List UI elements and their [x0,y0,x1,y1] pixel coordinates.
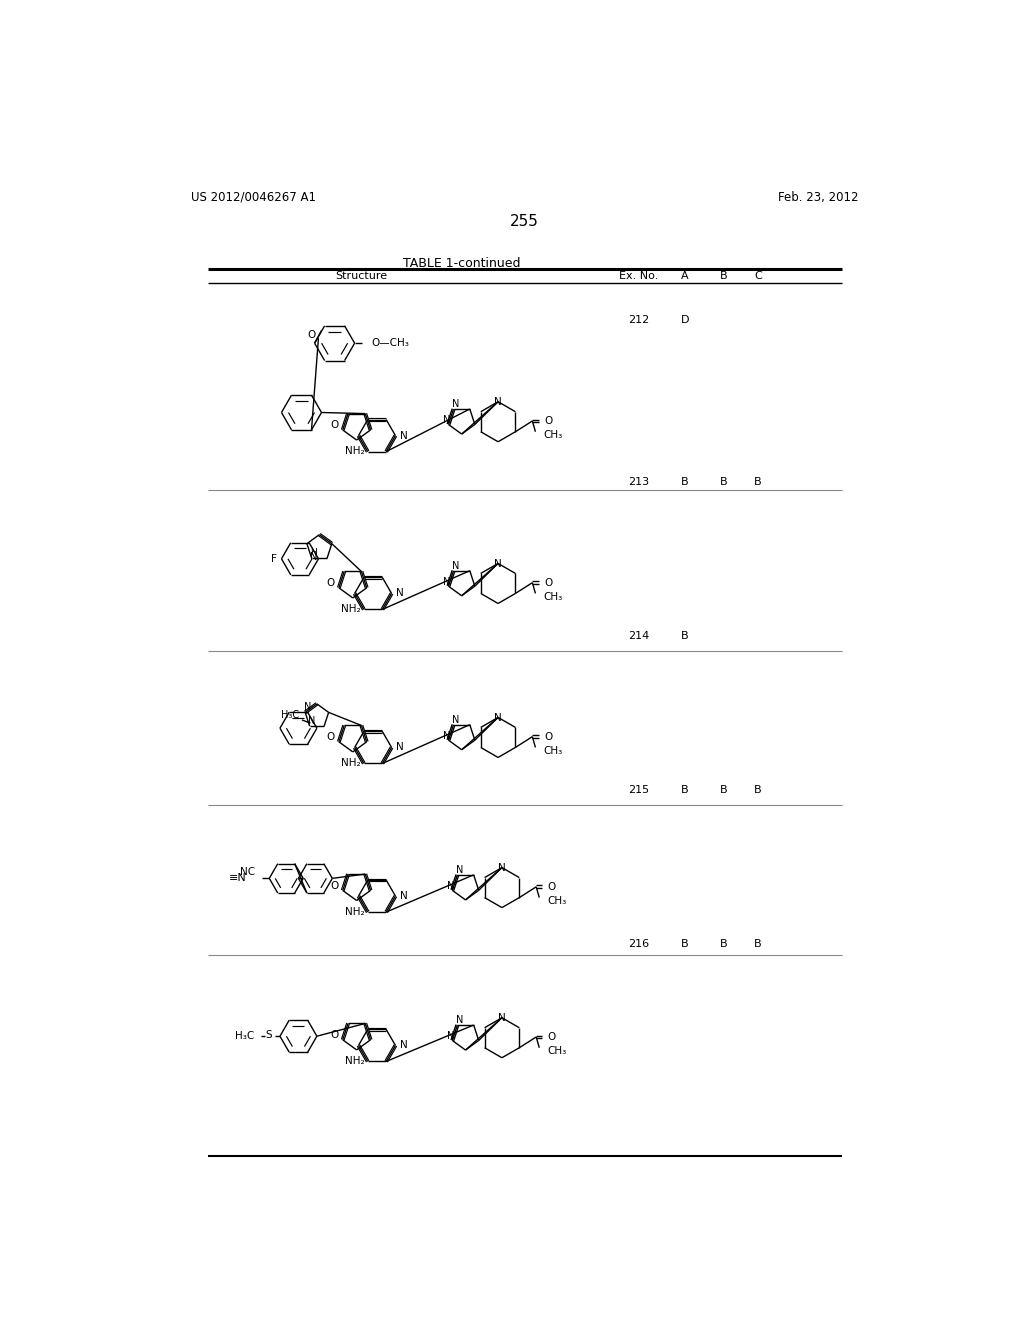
Text: N: N [400,1040,408,1051]
Text: CH₃: CH₃ [543,430,562,440]
Text: 255: 255 [510,214,540,228]
Text: N: N [443,730,451,741]
Text: NH₂: NH₂ [341,758,360,768]
Text: N: N [400,891,408,902]
Text: Ex. No.: Ex. No. [620,271,658,281]
Text: H₃C: H₃C [234,1031,254,1041]
Text: B: B [720,477,727,487]
Text: B: B [681,939,689,949]
Text: NC: NC [241,867,255,878]
Text: O: O [544,731,552,742]
Text: O: O [544,416,552,426]
Text: N: N [443,414,451,425]
Text: N: N [447,880,455,891]
Text: N: N [498,863,506,874]
Text: N: N [396,742,403,752]
Text: CH₃: CH₃ [547,1045,566,1056]
Text: NH₂: NH₂ [345,1056,365,1067]
Text: CH₃: CH₃ [547,896,566,906]
Text: NH₂: NH₂ [341,605,360,614]
Text: H₃C: H₃C [282,710,299,721]
Text: B: B [681,631,689,640]
Text: B: B [720,939,727,949]
Text: N: N [453,400,460,409]
Text: CH₃: CH₃ [543,591,562,602]
Text: N: N [396,589,403,598]
Text: 214: 214 [628,631,649,640]
Text: O—CH₃: O—CH₃ [372,338,410,348]
Text: O: O [548,1032,556,1041]
Text: O: O [327,578,335,589]
Text: B: B [720,785,727,795]
Text: NH₂: NH₂ [345,446,365,457]
Text: S: S [266,1031,272,1040]
Text: N: N [443,577,451,586]
Text: N: N [495,560,502,569]
Text: N: N [309,552,316,562]
Text: 213: 213 [628,477,649,487]
Text: O: O [327,733,335,742]
Text: N: N [456,1015,464,1026]
Text: O: O [331,880,339,891]
Text: B: B [681,785,689,795]
Text: 212: 212 [628,315,649,325]
Text: O: O [544,578,552,587]
Text: N: N [447,1031,455,1041]
Text: B: B [755,785,762,795]
Text: O: O [331,421,339,430]
Text: N: N [307,715,315,726]
Text: NH₂: NH₂ [345,907,365,917]
Text: O: O [331,1031,339,1040]
Text: A: A [681,271,689,281]
Text: N: N [304,702,311,711]
Text: N: N [453,561,460,572]
Text: F: F [271,554,276,564]
Text: N: N [495,397,502,408]
Text: B: B [681,477,689,487]
Text: N: N [498,1014,506,1023]
Text: C: C [755,271,762,281]
Text: 215: 215 [628,785,649,795]
Text: N: N [400,430,408,441]
Text: N: N [495,713,502,723]
Text: CH₃: CH₃ [543,746,562,755]
Text: B: B [720,271,727,281]
Text: ≡N: ≡N [228,874,246,883]
Text: H: H [310,548,316,557]
Text: TABLE 1-continued: TABLE 1-continued [402,257,520,271]
Text: O: O [548,882,556,892]
Text: N: N [453,715,460,725]
Text: 216: 216 [628,939,649,949]
Text: B: B [755,477,762,487]
Text: US 2012/0046267 A1: US 2012/0046267 A1 [190,190,315,203]
Text: Feb. 23, 2012: Feb. 23, 2012 [778,190,859,203]
Text: D: D [681,315,689,325]
Text: O: O [307,330,315,341]
Text: Structure: Structure [336,271,388,281]
Text: B: B [755,939,762,949]
Text: N: N [456,865,464,875]
